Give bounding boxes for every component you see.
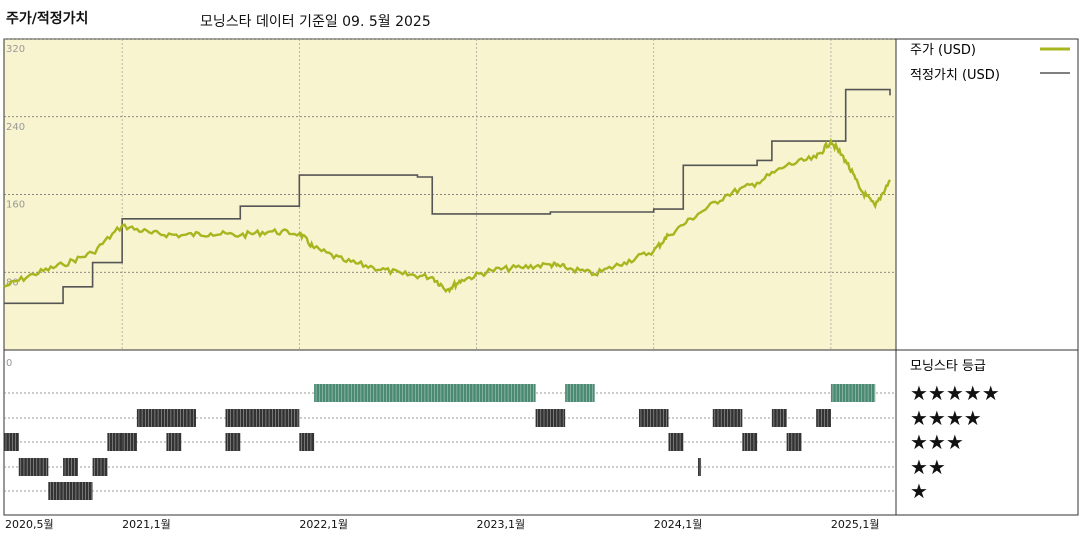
y-tick-labels: 80 160 240 320 — [6, 44, 25, 288]
rating-segment — [771, 409, 787, 427]
x-tick-label: 2025,1월 — [831, 518, 880, 531]
x-tick-label: 2022,1월 — [299, 518, 348, 531]
rating-segment — [816, 409, 831, 427]
legend-fair-label: 적정가치 (USD) — [910, 68, 1000, 83]
rating-segment-bar — [742, 433, 758, 451]
rating-star-label: ★ — [910, 479, 928, 503]
rating-segment — [225, 433, 241, 451]
chart-subtitle: 모닝스타 데이터 기준일 09. 5월 2025 — [200, 14, 431, 30]
rating-segment — [92, 458, 108, 476]
price-line — [3, 137, 892, 294]
y-tick-label: 160 — [6, 200, 25, 211]
fair-value-line — [4, 88, 891, 305]
rating-segment — [314, 384, 536, 402]
rating-segment-bar — [299, 433, 315, 451]
rating-segment — [638, 409, 669, 427]
legend-box — [895, 38, 1079, 351]
rating-segment — [786, 433, 802, 451]
rating-segment-bar — [122, 433, 137, 451]
rating-segment — [742, 433, 758, 451]
rating-title: 모닝스타 등급 — [910, 359, 986, 374]
rating-segment-bar — [786, 433, 802, 451]
rating-segment-bar — [107, 433, 123, 451]
rating-segment-bar — [771, 409, 787, 427]
rating-segment-bar — [92, 458, 108, 476]
rating-segment-bar — [166, 433, 182, 451]
rating-segment — [535, 409, 566, 427]
x-tick-label: 2021,1월 — [122, 518, 171, 531]
rating-segment — [18, 458, 49, 476]
rating-segment — [565, 384, 595, 402]
rating-zero-label: 0 — [6, 358, 12, 369]
x-tick-label: 2023,1월 — [477, 518, 526, 531]
rating-segment-bar — [225, 433, 241, 451]
rating-segment — [698, 458, 702, 476]
legend-price-label: 주가 (USD) — [910, 43, 976, 58]
rating-segment — [166, 433, 182, 451]
rating-legend-box — [895, 349, 1079, 516]
rating-segment-bar — [4, 433, 19, 451]
rating-segment — [4, 433, 19, 451]
rating-segment — [122, 433, 137, 451]
x-tick-labels: 2020,5월 2021,1월 2022,1월 2023,1월 2024,1월 2025,… — [5, 518, 880, 531]
y-tick-label: 80 — [6, 277, 19, 288]
rating-segment-bar — [698, 458, 702, 476]
rating-segment — [48, 482, 93, 500]
rating-star-label: ★★★ — [910, 430, 964, 454]
rating-segment — [830, 384, 876, 402]
rating-panel — [3, 349, 897, 516]
rating-star-label: ★★★★ — [910, 406, 982, 430]
rating-segment — [63, 458, 78, 476]
rating-segment-bar — [63, 458, 78, 476]
rating-segment-bar — [830, 384, 876, 402]
rating-segment — [107, 433, 123, 451]
rating-star-labels: ★★★★★★★★★★★★★★★ — [910, 381, 1000, 503]
y-tick-label: 320 — [6, 44, 25, 55]
rating-segment — [136, 409, 196, 427]
y-tick-label: 240 — [6, 122, 25, 133]
rating-star-label: ★★★★★ — [910, 381, 1000, 405]
rating-segment-bar — [668, 433, 684, 451]
rating-segment — [225, 409, 300, 427]
rating-star-label: ★★ — [910, 455, 946, 479]
x-tick-label: 2020,5월 — [5, 518, 54, 531]
rating-segment-bar — [48, 482, 93, 500]
rating-bars — [4, 384, 876, 500]
rating-segment — [668, 433, 684, 451]
rating-segment — [299, 433, 315, 451]
rating-segment-bar — [816, 409, 831, 427]
x-tick-label: 2024,1월 — [654, 518, 703, 531]
rating-segment — [712, 409, 743, 427]
chart-title: 주가/적정가치 — [6, 11, 89, 27]
